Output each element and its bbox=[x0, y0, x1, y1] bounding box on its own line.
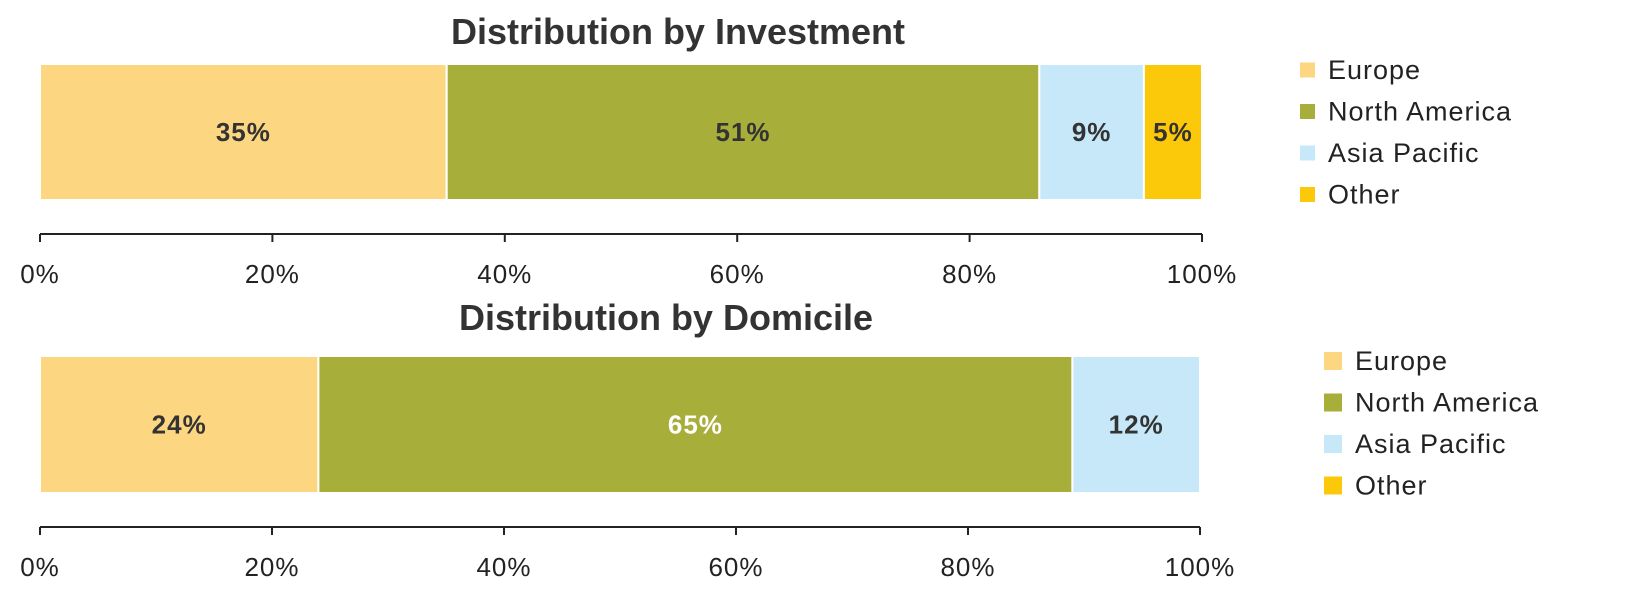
bar-segment-north-america bbox=[317, 355, 1074, 494]
legend-label: North America bbox=[1355, 388, 1539, 418]
bar-segment-europe bbox=[39, 355, 320, 494]
chart-title: Distribution by Domicile bbox=[459, 297, 873, 338]
legend-swatch bbox=[1324, 435, 1342, 453]
x-tick-label: 100% bbox=[1165, 552, 1236, 582]
x-tick-label: 0% bbox=[20, 552, 60, 582]
x-tick-label: 40% bbox=[476, 552, 531, 582]
legend-label: Europe bbox=[1355, 346, 1448, 376]
x-tick-label: 40% bbox=[477, 259, 532, 289]
data-label: 9% bbox=[1072, 117, 1112, 147]
data-label: 65% bbox=[668, 410, 723, 440]
legend-swatch bbox=[1300, 104, 1315, 119]
data-label: 5% bbox=[1153, 117, 1193, 147]
domicile-chart: Distribution by Domicile 24% 65% 12% 0% 20% 40… bbox=[20, 297, 1539, 582]
legend-label: Other bbox=[1355, 471, 1428, 501]
bar-segment-asia-pacific bbox=[1038, 63, 1145, 201]
legend-swatch bbox=[1324, 352, 1342, 370]
data-label: 24% bbox=[152, 410, 207, 440]
bar-segment-north-america bbox=[445, 63, 1041, 201]
bar-segment-europe bbox=[39, 63, 448, 201]
legend-swatch bbox=[1300, 145, 1315, 161]
legend-swatch bbox=[1300, 187, 1315, 202]
investment-chart: Distribution by Investment 35% 51% 9% 5% 0% 20… bbox=[20, 11, 1512, 289]
legend-swatch bbox=[1324, 476, 1342, 495]
legend-swatch bbox=[1324, 393, 1342, 412]
x-tick-label: 80% bbox=[940, 552, 995, 582]
data-label: 12% bbox=[1109, 410, 1164, 440]
legend-label: Asia Pacific bbox=[1355, 429, 1507, 459]
legend-label: Europe bbox=[1328, 55, 1421, 85]
bar-segment-asia-pacific bbox=[1071, 355, 1202, 494]
x-tick-label: 80% bbox=[942, 259, 997, 289]
x-tick-label: 100% bbox=[1167, 259, 1238, 289]
data-label: 35% bbox=[216, 117, 271, 147]
x-tick-label: 0% bbox=[20, 259, 60, 289]
legend-label: Other bbox=[1328, 180, 1401, 210]
x-tick-label: 60% bbox=[708, 552, 763, 582]
x-tick-label: 60% bbox=[710, 259, 765, 289]
legend-label: North America bbox=[1328, 97, 1512, 127]
legend-label: Asia Pacific bbox=[1328, 138, 1480, 168]
bar-segment-other bbox=[1142, 63, 1204, 201]
x-tick-label: 20% bbox=[245, 259, 300, 289]
chart-title: Distribution by Investment bbox=[451, 11, 905, 52]
data-label: 51% bbox=[715, 117, 770, 147]
x-tick-label: 20% bbox=[244, 552, 299, 582]
legend-swatch bbox=[1300, 62, 1315, 78]
